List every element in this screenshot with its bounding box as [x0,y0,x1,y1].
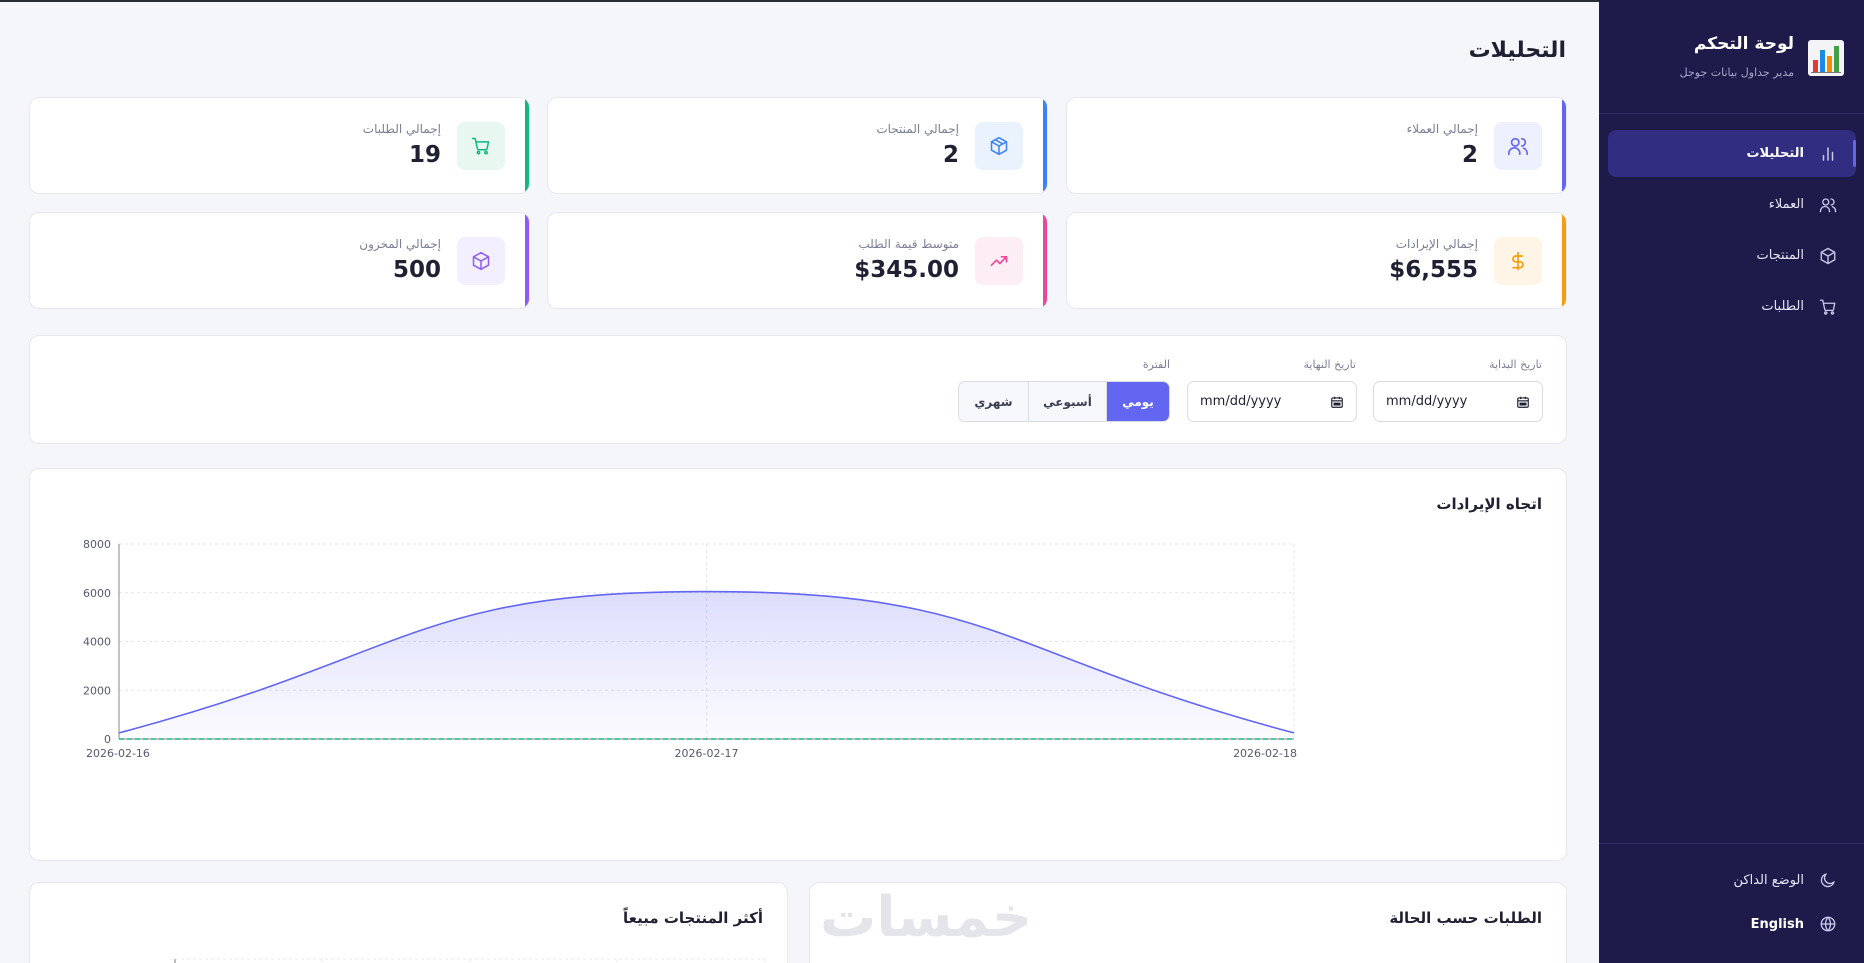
revenue-chart-card: اتجاه الإيرادات 0 2000 4000 6000 8000 2026-02… [29,468,1567,861]
stat-accent [1562,98,1566,193]
stat-card-inventory: إجمالي المخزون 500 [29,212,530,309]
orders-by-status-title: الطلبات حسب الحالة [1389,909,1542,927]
stat-label: إجمالي الطلبات [362,122,441,136]
period-daily-button[interactable]: يومي [1106,382,1169,421]
sidebar-item-products[interactable]: المنتجات [1608,232,1856,279]
bar-chart-icon [1818,144,1838,164]
series-line [118,590,1295,734]
users-icon [1494,122,1542,170]
stat-value: 500 [392,257,441,283]
period-toggle-group: يومي أسبوعي شهري [958,381,1170,422]
sidebar-item-label: العملاء [1768,197,1804,212]
brand-subtitle: مدير جداول بيانات جوجل [1679,66,1794,79]
watermark-logo: خمسات [820,885,1033,950]
end-date-value: mm/dd/yyyy [1200,394,1282,409]
start-date-value: mm/dd/yyyy [1386,394,1468,409]
stat-card-orders: إجمالي الطلبات 19 [29,97,530,194]
stat-label: إجمالي العملاء [1406,122,1478,136]
brand-title: لوحة التحكم [1693,34,1794,54]
sidebar-divider [1599,113,1864,114]
revenue-chart: 0 2000 4000 6000 8000 2026-02-16 2026-02-17 202… [83,538,1297,760]
x-tick-label: 2026-02-18 [1233,747,1297,760]
calendar-icon[interactable] [1516,395,1530,409]
top-products-card: أكثر المنتجات مبيعاً [29,882,788,963]
dollar-icon [1494,237,1542,285]
period-weekly-button[interactable]: أسبوعي [1028,382,1106,421]
filters-panel: تاريخ البداية mm/dd/yyyy تاريخ النهاية m… [29,335,1567,444]
stat-accent [1043,213,1047,308]
end-date-label: تاريخ النهاية [1303,358,1357,371]
stat-value: 2 [942,142,959,168]
x-tick-label: 2026-02-16 [86,747,150,760]
sidebar-item-label: الطلبات [1761,299,1804,314]
language-label: English [1750,916,1804,932]
stat-card-avg-order: متوسط قيمة الطلب $345.00 [547,212,1048,309]
sidebar-item-label: التحليلات [1746,146,1804,161]
sidebar-item-customers[interactable]: العملاء [1608,181,1856,228]
page-title: التحليلات [1468,38,1566,63]
stat-label: إجمالي الإيرادات [1395,237,1478,251]
y-tick-label: 8000 [83,538,111,551]
period-label: الفترة [1142,358,1170,371]
trending-up-icon [975,237,1023,285]
stat-card-customers: إجمالي العملاء 2 [1066,97,1567,194]
stat-card-revenue: إجمالي الإيرادات $6,555 [1066,212,1567,309]
stat-label: متوسط قيمة الطلب [858,237,959,251]
chart-title: اتجاه الإيرادات [1436,495,1542,513]
bar-chart-emoji-icon [1808,40,1844,76]
dark-mode-toggle[interactable]: الوضع الداكن [1608,860,1856,900]
start-date-label: تاريخ البداية [1489,358,1542,371]
sidebar-item-analytics[interactable]: التحليلات [1608,130,1856,177]
series-area [119,591,1294,739]
y-tick-label: 2000 [83,684,111,697]
language-toggle[interactable]: English [1608,904,1856,944]
cart-icon [1818,297,1838,317]
stat-card-products: إجمالي المنتجات 2 [547,97,1048,194]
stat-value: $345.00 [854,257,959,283]
sidebar-footer: الوضع الداكن English [1608,860,1856,948]
stat-accent [525,213,529,308]
stat-label: إجمالي المنتجات [876,122,959,136]
sidebar-divider [1599,843,1864,844]
y-tick-label: 4000 [83,636,111,649]
orders-by-status-card: الطلبات حسب الحالة [809,882,1567,963]
sidebar: لوحة التحكم مدير جداول بيانات جوجل التحل… [1599,0,1864,963]
users-icon [1818,195,1838,215]
dark-mode-label: الوضع الداكن [1733,872,1804,888]
box-icon [1818,246,1838,266]
calendar-icon[interactable] [1330,395,1344,409]
cube-icon [457,237,505,285]
sidebar-nav: التحليلات العملاء المنتجات الطلبات [1608,130,1856,334]
stat-label: إجمالي المخزون [359,237,441,251]
moon-icon [1818,870,1838,890]
x-tick-label: 2026-02-17 [675,747,739,760]
top-products-chart-stub [174,958,766,963]
end-date-input[interactable]: mm/dd/yyyy [1187,381,1357,422]
top-products-title: أكثر المنتجات مبيعاً [623,909,763,927]
stat-accent [525,98,529,193]
box-icon [975,122,1023,170]
start-date-input[interactable]: mm/dd/yyyy [1373,381,1543,422]
brand: لوحة التحكم مدير جداول بيانات جوجل [1619,34,1844,84]
stat-value: 19 [408,142,441,168]
window-top-border [0,0,1864,2]
cart-icon [457,122,505,170]
sidebar-item-orders[interactable]: الطلبات [1608,283,1856,330]
sidebar-item-label: المنتجات [1756,248,1804,263]
period-monthly-button[interactable]: شهري [959,382,1028,421]
stat-value: $6,555 [1389,257,1478,283]
globe-icon [1818,914,1838,934]
y-tick-label: 0 [104,733,111,746]
stat-value: 2 [1461,142,1478,168]
stat-accent [1562,213,1566,308]
y-tick-label: 6000 [83,587,111,600]
stat-accent [1043,98,1047,193]
